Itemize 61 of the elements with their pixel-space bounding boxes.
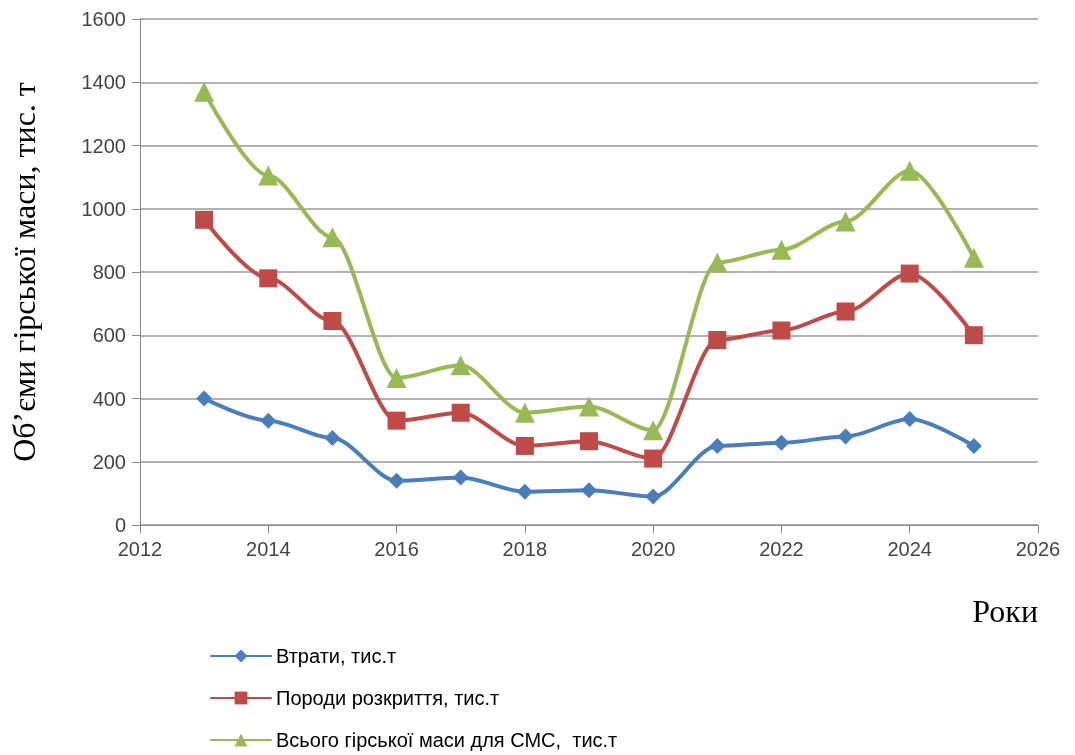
x-tick-label: 2024 [887,538,932,560]
y-tick-label: 0 [114,514,126,536]
y-tick-label: 1400 [81,71,126,94]
y-tick-label: 600 [92,324,126,347]
point [194,81,215,102]
point [322,227,343,248]
point [707,252,728,273]
y-tick-label: 1000 [81,197,126,220]
point [900,264,919,283]
point [452,469,469,486]
point [963,247,984,268]
x-tick-label: 2014 [246,538,291,560]
point [644,449,663,468]
x-tick-label: 2026 [1015,538,1061,560]
point [580,432,598,451]
x-axis-title: Роки [972,593,1038,629]
y-tick-label: 1200 [81,134,126,157]
point [451,403,470,422]
point [387,411,406,430]
point [259,269,278,288]
point [579,396,599,417]
y-tick-label: 200 [92,450,126,473]
point [196,390,213,407]
legend-label: Всього гірської маси для СМС, тис.т [276,729,618,751]
point [772,321,791,340]
point [645,488,662,505]
x-tick-label: 2020 [630,538,676,560]
y-tick-label: 1600 [81,8,126,30]
point [386,367,407,388]
point [964,326,983,345]
point [515,436,534,455]
x-tick-label: 2012 [117,538,163,560]
y-tick-label: 400 [92,387,126,410]
point [836,302,855,321]
legend-label: Породи розкриття, тис.т [276,687,500,709]
x-tick-label: 2018 [502,538,548,560]
point [514,402,535,423]
y-tick-label: 800 [92,261,126,283]
point [324,430,341,447]
point [450,355,471,376]
point [835,211,856,232]
point [323,312,342,331]
x-tick-label: 2016 [374,538,419,560]
point [258,165,279,186]
x-tick-label: 2022 [759,538,804,560]
point [965,437,982,454]
point [899,160,920,181]
y-axis-title: Об’єми гірської маси, тис. т [6,82,42,462]
point [516,483,533,500]
point [195,210,214,229]
legend-label: Втрати, тис.т [276,645,397,667]
point [709,437,726,454]
point [771,239,792,260]
point [773,434,790,451]
point [388,472,405,489]
point [901,411,918,428]
point [837,428,854,445]
point [643,420,664,441]
point [708,330,727,349]
point [260,412,277,429]
point [581,482,597,499]
